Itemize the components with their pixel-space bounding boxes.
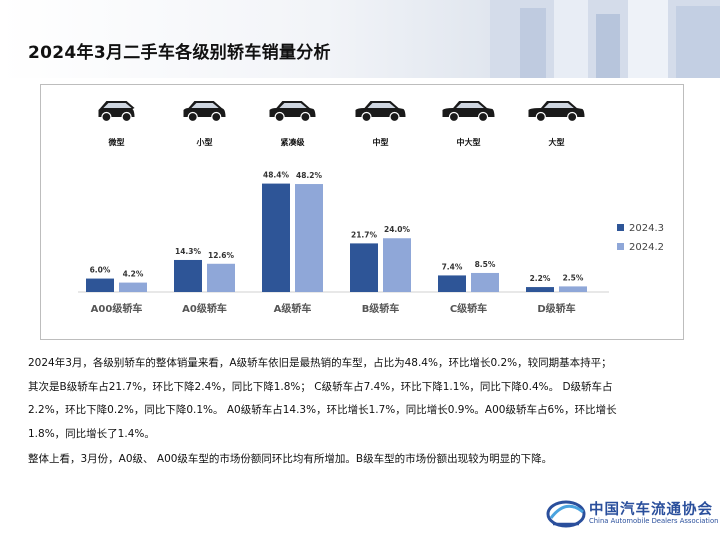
bar-2024-2 — [295, 184, 323, 292]
bar-2024-2 — [471, 272, 499, 292]
bar-2024-3 — [526, 287, 554, 292]
cada-logo-icon — [546, 500, 586, 528]
bar-2024-2 — [383, 238, 411, 292]
legend-label: 2024.2 — [629, 242, 664, 253]
legend-label: 2024.3 — [629, 223, 664, 234]
midsize-car-icon — [355, 101, 406, 123]
car-size-label: 小型 — [196, 137, 213, 147]
bar-2024-2 — [207, 263, 235, 292]
bar-2024-3 — [438, 275, 466, 292]
bar-2024-3 — [174, 259, 202, 292]
category-label: C级轿车 — [450, 302, 487, 315]
car-size-label: 中大型 — [457, 137, 481, 147]
car-size-label: 微型 — [108, 137, 125, 147]
bar-2024-3 — [86, 278, 114, 292]
sedan-share-bar-chart: 微型 6.0% 4.2% A00级轿车 小型 14.3% 12.6% A0级轿车 紧凑级 48.4… — [78, 101, 664, 315]
data-label: 6.0% — [90, 266, 111, 275]
large-midsize-car-icon — [442, 101, 495, 123]
logo-english-name: China Automobile Dealers Association — [589, 517, 719, 525]
analysis-summary: 整体上看，3月份，A0级、 A00级车型的市场份额同环比均有所增加。B级车型的市… — [28, 453, 553, 465]
compact-car-icon — [269, 101, 316, 123]
car-size-label: 大型 — [549, 137, 565, 147]
category-label: A0级轿车 — [182, 302, 227, 315]
analysis-line-3: 2.2%，环比下降0.2%，同比下降0.1%。 A0级轿车占14.3%，环比增长… — [28, 404, 617, 416]
legend-swatch — [617, 243, 624, 250]
data-label: 48.4% — [263, 171, 290, 180]
category-label: A00级轿车 — [91, 302, 143, 315]
page-title: 2024年3月二手车各级别轿车销量分析 — [28, 43, 331, 63]
micro-car-icon — [98, 101, 135, 123]
header-banner: 2024年3月二手车各级别轿车销量分析 — [0, 0, 720, 78]
legend-swatch — [617, 224, 624, 231]
data-label: 7.4% — [442, 262, 463, 271]
analysis-line-1: 2024年3月，各级别轿车的整体销量来看，A级轿车依旧是最热销的车型，占比为48… — [28, 357, 612, 369]
large-car-icon — [528, 101, 585, 123]
logo-chinese-name: 中国汽车流通协会 — [589, 501, 713, 518]
data-label: 12.6% — [208, 251, 235, 260]
data-label: 2.2% — [530, 274, 551, 283]
small-car-icon — [183, 101, 226, 123]
chart-panel: 微型 6.0% 4.2% A00级轿车 小型 14.3% 12.6% A0级轿车 紧凑级 48.4… — [40, 84, 684, 340]
category-label: A级轿车 — [274, 302, 312, 315]
data-label: 48.2% — [296, 171, 323, 180]
header-building-decoration — [490, 0, 720, 78]
data-label: 8.5% — [475, 260, 496, 269]
bar-2024-2 — [559, 286, 587, 292]
data-label: 4.2% — [123, 270, 144, 279]
bar-2024-3 — [350, 243, 378, 292]
data-label: 14.3% — [175, 247, 202, 256]
car-size-label: 紧凑级 — [281, 137, 306, 147]
analysis-line-4: 1.8%，同比增长了1.4%。 — [28, 427, 155, 440]
data-label: 21.7% — [351, 230, 378, 239]
cada-logo: 中国汽车流通协会 China Automobile Dealers Associ… — [545, 494, 719, 536]
bar-2024-3 — [262, 183, 290, 292]
category-label: B级轿车 — [362, 302, 400, 315]
car-size-label: 中型 — [373, 137, 389, 147]
data-label: 2.5% — [563, 273, 584, 282]
analysis-text: 2024年3月，各级别轿车的整体销量来看，A级轿车依旧是最热销的车型，占比为48… — [28, 352, 696, 472]
category-label: D级轿车 — [537, 302, 575, 315]
data-label: 24.0% — [384, 225, 411, 234]
bar-2024-2 — [119, 282, 147, 292]
analysis-line-2: 其次是B级轿车占21.7%，环比下降2.4%，同比下降1.8%； C级轿车占7.… — [28, 380, 613, 393]
